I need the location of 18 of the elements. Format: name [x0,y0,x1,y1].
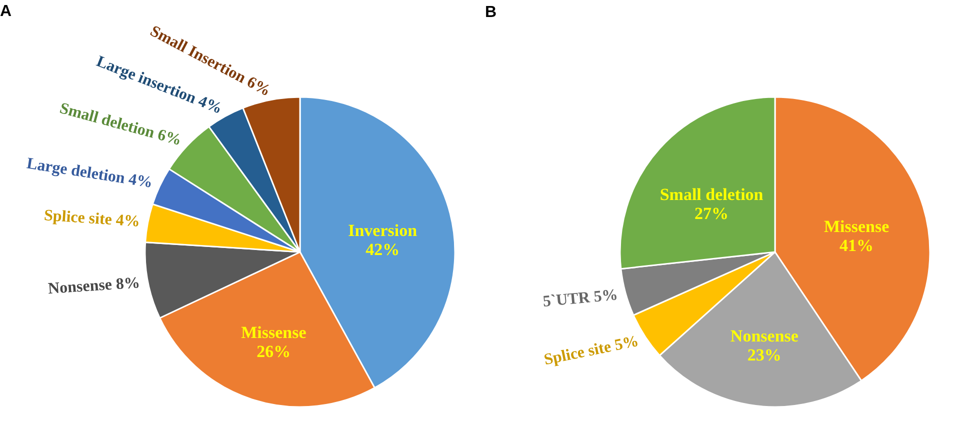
slice-label: Small deletion [660,185,764,204]
chart-title: B [485,4,497,21]
slice-label: Missense [824,217,890,236]
slice-label: Small deletion 6% [58,100,184,150]
chart-title: A [0,2,12,20]
slice-label: Nonsense [730,326,799,346]
data-label: 42% [366,240,400,259]
data-label: 26% [256,342,291,362]
slice-label: Splice site 4% [44,207,140,230]
slice-label: Splice site 5% [542,332,640,369]
data-label: 41% [840,236,874,256]
slice-label: 5`UTR 5% [542,286,618,310]
data-label: 27% [694,204,729,224]
slice-label: Inversion [348,220,418,240]
slice-label: Nonsense 8% [48,274,140,298]
slice-label: Missense [241,323,307,342]
data-label: 23% [747,346,782,365]
slice-label: Large deletion 4% [26,155,154,192]
